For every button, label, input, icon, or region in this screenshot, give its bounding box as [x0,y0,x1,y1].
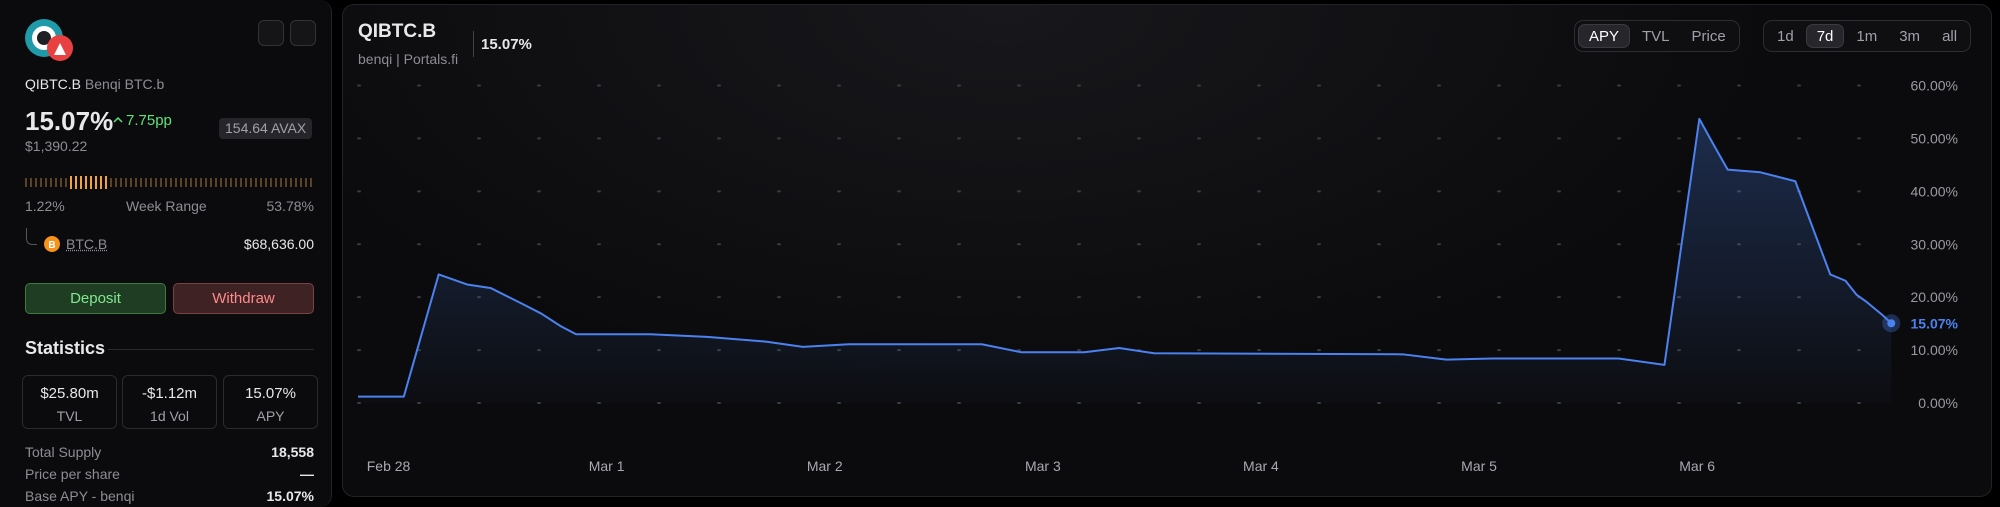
line-area [358,118,1892,404]
x-tick-label: Mar 5 [1461,458,1497,474]
point [1887,319,1896,328]
tab[interactable]: 1d [1777,27,1794,45]
stat-value: 15.07% [245,385,296,402]
row-value: — [300,466,314,482]
x-tick-label: Feb 28 [367,458,411,474]
y-tick-label: 0.00% [1918,395,1958,411]
balance: 154.64 AVAX [219,118,313,139]
token-logo [25,19,73,61]
stat-label: APY [256,408,285,424]
value-label: 15.07% [1911,315,1959,331]
header-divider [473,31,474,57]
apy-change-wrap: 7.75pp [113,112,172,129]
stat-label: TVL [56,408,83,424]
chart-title: QIBTC.B [358,21,437,42]
metric-tabs: APY TVL Price [1574,20,1740,52]
copy-button[interactable] [258,20,284,46]
token-name: Benqi BTC.b [84,76,165,92]
range-tabs: 1d 7d 1m 3m all [1763,20,1972,52]
week-range-bar [25,178,314,187]
chart-subtitle: benqi | Portals.fi [358,51,459,67]
stat-card: 15.07% APY [223,375,318,429]
week-low: 1.22% [25,198,65,214]
tab[interactable]: all [1942,27,1958,45]
x-tick-label: Mar 4 [1243,458,1279,474]
up-arrow [113,116,123,123]
row-label: Price per share [25,466,120,482]
stat-card: -$1.12m 1d Vol [122,375,217,429]
withdraw-button[interactable]: Withdraw [173,283,314,314]
apy-change: 7.75pp [126,112,172,129]
tab[interactable]: APY [1578,24,1631,48]
y-tick-label: 20.00% [1911,289,1958,305]
row-value: 15.07% [266,488,314,504]
apy: 15.07% [25,106,114,136]
tab[interactable]: 7d [1805,24,1845,48]
line [358,117,1892,398]
deposit-button[interactable]: Deposit [25,283,166,314]
y-tick-label: 30.00% [1911,236,1958,252]
x-tick-label: Mar 2 [807,458,843,474]
chart-current: 15.07% [481,36,532,53]
tab[interactable]: 1m [1856,27,1878,45]
usd-value: $1,390.22 [25,138,88,154]
row-label: Base APY - benqi [25,488,135,504]
tab[interactable]: 3m [1899,27,1921,45]
x-tick-label: Mar 1 [589,458,625,474]
week-high: 53.78% [266,198,314,214]
share-button[interactable] [290,20,316,46]
stat-label: 1d Vol [150,408,189,424]
tab[interactable]: Price [1691,27,1726,45]
tree-connector [26,228,37,245]
y-tick-label: 10.00% [1911,342,1958,358]
stat-value: $25.80m [40,385,99,402]
stat-card: $25.80m TVL [22,375,117,429]
svg-text:B: B [48,240,55,251]
row-value: 18,558 [271,444,314,460]
week-range-marker [70,176,110,189]
sidebar [0,0,332,507]
statistics-title: Statistics [25,338,106,358]
x-tick-label: Mar 6 [1679,458,1715,474]
x-tick-label: Mar 3 [1025,458,1061,474]
tab[interactable]: TVL [1642,27,1670,45]
btc-icon: B [44,236,60,252]
symbol: QIBTC.B [25,76,82,92]
row-label: Total Supply [25,444,102,460]
token-price: $68,636.00 [243,236,314,252]
stat-value: -$1.12m [141,385,198,402]
y-tick-label: 40.00% [1911,183,1958,199]
token-symbol: BTC.B [66,236,108,252]
y-tick-label: 50.00% [1911,130,1958,146]
divider [108,349,314,350]
y-tick-label: 60.00% [1911,78,1958,94]
symbol-line: QIBTC.B Benqi BTC.b [25,76,164,92]
week-range-label: Week Range [126,198,207,214]
